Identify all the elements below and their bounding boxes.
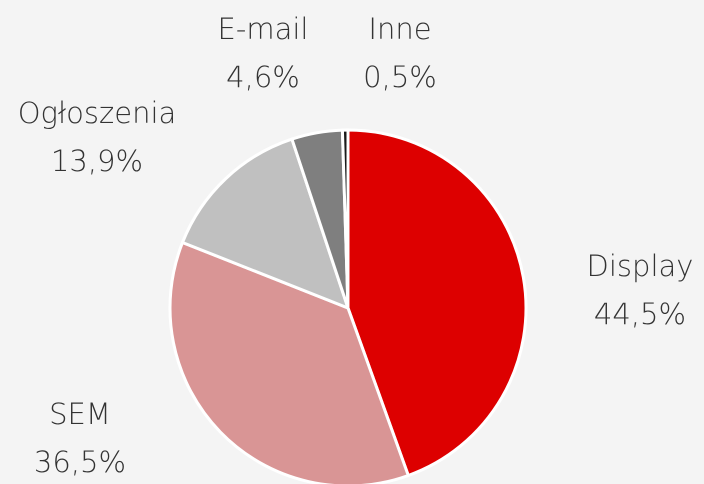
slice-label: SEM	[49, 397, 111, 431]
pie-slice	[346, 128, 528, 477]
slice-label: Ogłoszenia	[18, 96, 177, 130]
slice-value-label: 36,5%	[34, 445, 126, 479]
slice-value-label: 44,5%	[594, 297, 686, 331]
slice-value-label: 0,5%	[363, 60, 437, 94]
slice-label: Display	[587, 249, 694, 283]
slice-label: E-mail	[218, 12, 309, 46]
pie-slice	[168, 240, 410, 484]
slice-value-label: 4,6%	[226, 60, 300, 94]
slice-label: Inne	[368, 12, 431, 46]
pie-slice	[181, 137, 350, 310]
pie-slice	[340, 128, 350, 310]
slice-value-label: 13,9%	[51, 144, 143, 178]
